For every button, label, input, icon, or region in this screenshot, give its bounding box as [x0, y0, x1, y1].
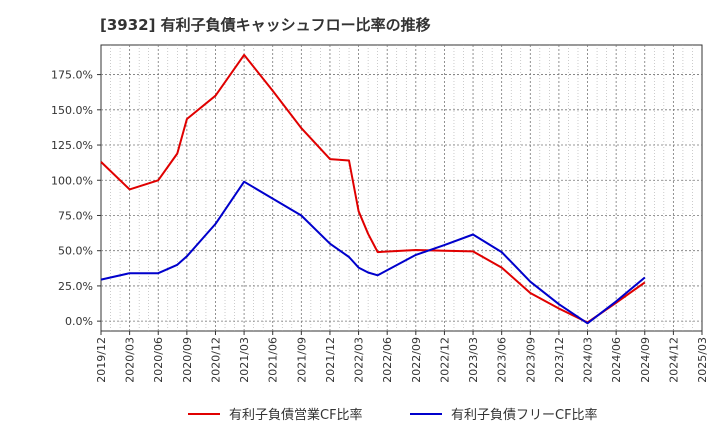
x-tick-label: 2020/06	[152, 337, 165, 383]
y-tick-label: 100.0%	[51, 174, 93, 187]
x-tick-label: 2020/03	[124, 337, 137, 383]
legend-label: 有利子負債営業CF比率	[229, 407, 363, 423]
x-tick-label: 2024/12	[667, 337, 680, 383]
series-line-free-cf	[100, 180, 646, 325]
y-tick-label: 175.0%	[51, 69, 93, 82]
x-tick-label: 2023/03	[467, 337, 480, 383]
y-tick-label: 0.0%	[65, 315, 93, 328]
x-tick-label: 2020/12	[209, 337, 222, 383]
y-tick-label: 25.0%	[58, 280, 93, 293]
x-tick-label: 2023/12	[553, 337, 566, 383]
x-tick-label: 2020/09	[181, 337, 194, 383]
x-tick-label: 2021/09	[295, 337, 308, 383]
y-tick-label: 75.0%	[58, 209, 93, 222]
plot-area	[100, 44, 703, 332]
x-tick-label: 2022/06	[381, 337, 394, 383]
series-line-operating-cf	[100, 53, 646, 324]
x-tick-label: 2024/03	[582, 337, 595, 383]
x-tick-label: 2021/06	[267, 337, 280, 383]
x-tick-label: 2021/03	[238, 337, 251, 383]
x-tick-label: 2022/09	[410, 337, 423, 383]
x-tick-label: 2022/12	[438, 337, 451, 383]
x-tick-label: 2019/12	[95, 337, 108, 383]
legend-label: 有利子負債フリーCF比率	[451, 407, 598, 423]
x-tick-label: 2023/09	[524, 337, 537, 383]
x-tick-label: 2024/06	[610, 337, 623, 383]
x-tick-label: 2025/03	[696, 337, 709, 383]
y-tick-label: 50.0%	[58, 245, 93, 258]
x-tick-label: 2022/03	[353, 337, 366, 383]
y-tick-label: 125.0%	[51, 139, 93, 152]
x-tick-label: 2021/12	[324, 337, 337, 383]
x-tick-label: 2023/06	[496, 337, 509, 383]
y-tick-label: 150.0%	[51, 104, 93, 117]
x-tick-label: 2024/09	[639, 337, 652, 383]
chart-title: [3932] 有利子負債キャッシュフロー比率の推移	[100, 16, 431, 34]
